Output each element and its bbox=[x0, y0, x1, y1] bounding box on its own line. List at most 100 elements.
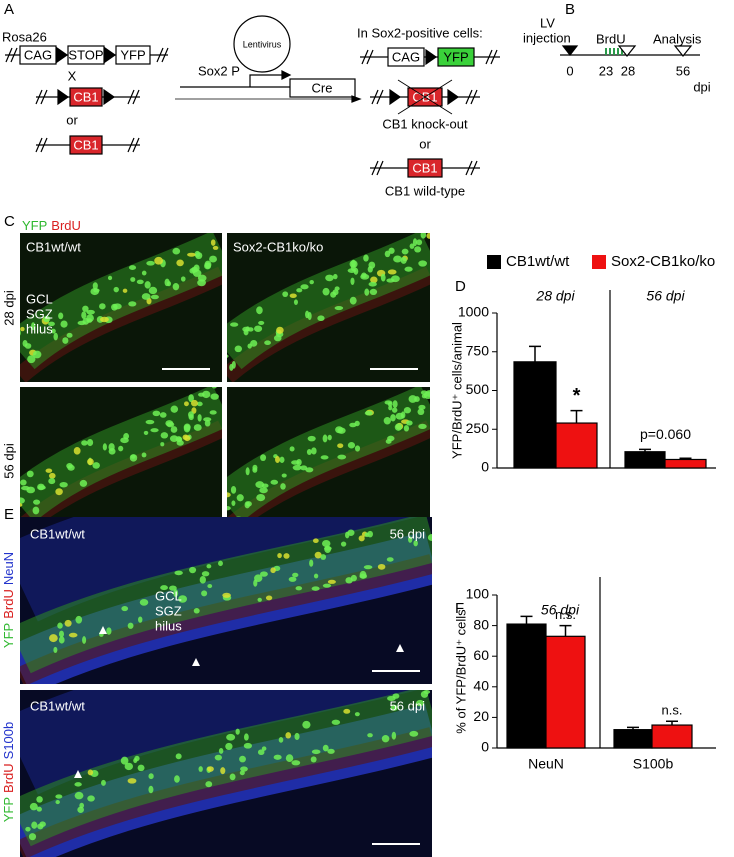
cell bbox=[128, 265, 137, 271]
stain-label: YFP bbox=[1, 797, 16, 822]
cell bbox=[305, 467, 314, 473]
micrograph bbox=[227, 387, 430, 535]
cell bbox=[92, 462, 100, 469]
construct-label: CB1 bbox=[412, 160, 437, 175]
cell bbox=[59, 481, 68, 488]
cell bbox=[178, 595, 188, 603]
cell bbox=[138, 616, 143, 623]
cell bbox=[107, 275, 113, 281]
cell bbox=[229, 773, 236, 781]
construct-label: YFP bbox=[443, 49, 468, 64]
cell bbox=[409, 730, 419, 737]
cell bbox=[349, 296, 357, 305]
error-bar bbox=[529, 345, 541, 362]
cell bbox=[198, 766, 203, 772]
cell bbox=[281, 473, 287, 478]
loxp bbox=[104, 46, 117, 64]
cell bbox=[137, 764, 145, 772]
cell bbox=[55, 488, 63, 496]
error-bar bbox=[666, 720, 678, 726]
cell bbox=[252, 464, 258, 471]
stain-label: BrdU bbox=[51, 218, 81, 233]
cell bbox=[243, 733, 249, 741]
cell bbox=[337, 443, 344, 449]
layer-label: GCL bbox=[26, 291, 53, 306]
cell bbox=[169, 585, 177, 591]
bar bbox=[624, 451, 666, 469]
cell bbox=[58, 312, 64, 320]
cell bbox=[369, 288, 378, 296]
cell bbox=[214, 754, 222, 761]
cell bbox=[108, 443, 115, 452]
arrowhead-marker bbox=[99, 626, 107, 634]
cell bbox=[129, 454, 138, 462]
cell bbox=[358, 535, 365, 542]
cell bbox=[145, 419, 155, 425]
cell bbox=[210, 239, 216, 246]
cell bbox=[211, 387, 217, 389]
cell bbox=[337, 427, 346, 434]
construct-box bbox=[437, 47, 475, 67]
cell bbox=[322, 583, 332, 588]
cell bbox=[187, 252, 196, 257]
cell bbox=[307, 435, 316, 442]
construct-box bbox=[115, 45, 151, 65]
cell bbox=[325, 274, 334, 282]
y-tick-label: 40 bbox=[473, 678, 489, 694]
cell bbox=[240, 766, 248, 772]
cell bbox=[58, 630, 65, 638]
panel-c: C YFP BrdU 28 dpi 56 dpi bbox=[1, 213, 80, 479]
cell bbox=[347, 442, 356, 449]
cell bbox=[184, 435, 191, 442]
cell bbox=[20, 326, 25, 332]
cell bbox=[29, 802, 38, 811]
cell bbox=[207, 584, 213, 589]
stain-labels: YFP BrdU S100b bbox=[1, 722, 16, 823]
loxp bbox=[389, 88, 402, 106]
cell bbox=[350, 277, 355, 286]
cell bbox=[296, 288, 303, 293]
cell bbox=[282, 291, 289, 298]
y-tick-label: 60 bbox=[473, 647, 489, 663]
cell bbox=[289, 446, 295, 452]
annotation: n.s. bbox=[662, 703, 683, 718]
cell bbox=[58, 636, 65, 644]
cell bbox=[243, 742, 253, 749]
cell bbox=[159, 412, 167, 418]
y-tick-label: 750 bbox=[466, 342, 490, 358]
cell bbox=[188, 414, 194, 421]
cell bbox=[188, 394, 194, 403]
panel-label: F bbox=[455, 600, 464, 617]
cell bbox=[176, 259, 184, 267]
cell bbox=[418, 423, 427, 430]
cell bbox=[60, 320, 68, 328]
timepoint: 56 bbox=[676, 63, 690, 78]
loxp bbox=[425, 48, 438, 66]
cell bbox=[227, 506, 231, 511]
cell bbox=[67, 464, 75, 471]
cell bbox=[123, 433, 130, 440]
promoter-label: Sox2 P bbox=[198, 63, 240, 78]
cell bbox=[317, 315, 325, 322]
layer-label: hilus bbox=[26, 321, 53, 336]
construct-box bbox=[67, 45, 105, 65]
cell bbox=[124, 762, 133, 771]
cell bbox=[407, 536, 413, 543]
cell bbox=[377, 563, 386, 570]
row-label: 28 dpi bbox=[1, 290, 16, 326]
cell bbox=[390, 414, 396, 422]
cell bbox=[391, 407, 398, 413]
cell bbox=[288, 576, 297, 582]
cell bbox=[250, 340, 258, 347]
panel-label: E bbox=[4, 506, 14, 523]
cell bbox=[218, 560, 223, 567]
cell bbox=[174, 775, 180, 783]
or-label: or bbox=[419, 136, 431, 151]
layer-label: SGZ bbox=[155, 603, 182, 618]
cell bbox=[311, 749, 321, 755]
cell bbox=[302, 720, 311, 729]
y-tick-label: 20 bbox=[473, 708, 489, 724]
cell bbox=[412, 238, 418, 247]
cell bbox=[275, 456, 280, 463]
cell bbox=[207, 766, 214, 772]
